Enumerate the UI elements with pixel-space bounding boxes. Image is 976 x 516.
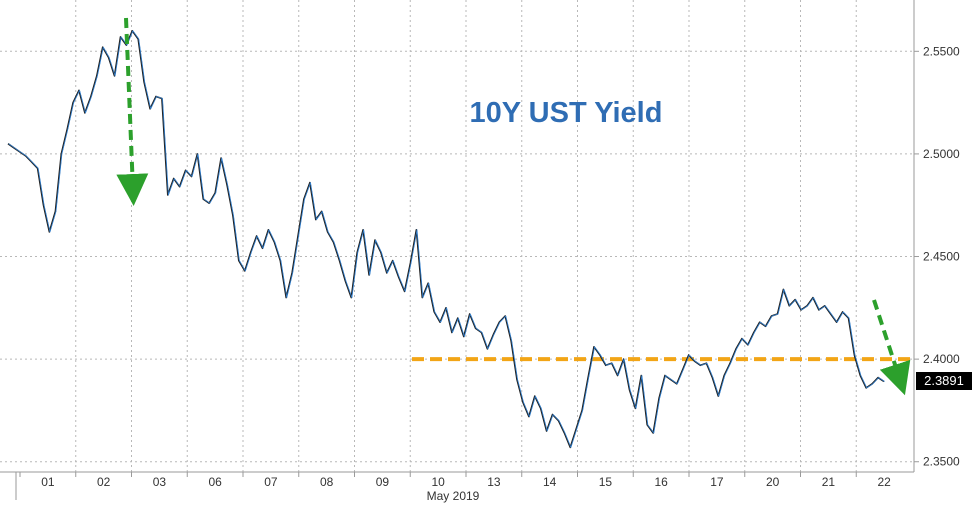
- x-tick-label: 02: [97, 475, 111, 489]
- annotations: 10Y UST Yield: [116, 17, 911, 396]
- x-tick-label: 09: [376, 475, 390, 489]
- last-value-label: 2.3891: [924, 373, 964, 388]
- y-tick-label: 2.3500: [923, 455, 960, 469]
- x-tick-label: 08: [320, 475, 334, 489]
- last-value-badge: 2.3891: [916, 372, 972, 390]
- x-tick-label: 15: [599, 475, 613, 489]
- x-tick-label: 06: [208, 475, 222, 489]
- x-tick-label: 07: [264, 475, 278, 489]
- series-line: [7, 30, 885, 449]
- x-tick-label: 13: [487, 475, 501, 489]
- y-tick-label: 2.5500: [923, 44, 960, 58]
- last-value-badge-bg: [916, 372, 972, 390]
- y-tick-label: 2.4500: [923, 250, 960, 264]
- down-arrow-left: [116, 17, 149, 206]
- x-tick-label: 21: [822, 475, 836, 489]
- y-axis-ticks: 2.3500 2.4000 2.4500 2.5000 2.5500: [914, 44, 960, 469]
- series-line-highlight: [8, 30, 885, 448]
- down-arrow-right: [872, 299, 911, 396]
- x-tick-label: 17: [710, 475, 724, 489]
- x-tick-label: 03: [153, 475, 167, 489]
- y-tick-label: 2.4000: [923, 352, 960, 366]
- series-layer: [7, 30, 885, 449]
- x-tick-label: 14: [543, 475, 557, 489]
- x-tick-label: 16: [654, 475, 668, 489]
- x-tick-label: 20: [766, 475, 780, 489]
- x-axis-label: May 2019: [427, 489, 480, 503]
- y-tick-label: 2.5000: [923, 147, 960, 161]
- gridlines: [0, 0, 914, 472]
- chart-title: 10Y UST Yield: [470, 97, 663, 129]
- x-axis-ticks: 01 02 03 06 07 08 09 10 13 14 15 16 17 20 21 22: [19, 472, 891, 489]
- axes: [0, 0, 915, 500]
- x-tick-label: 10: [431, 475, 445, 489]
- x-tick-label: 01: [41, 475, 55, 489]
- x-tick-label: 22: [877, 475, 891, 489]
